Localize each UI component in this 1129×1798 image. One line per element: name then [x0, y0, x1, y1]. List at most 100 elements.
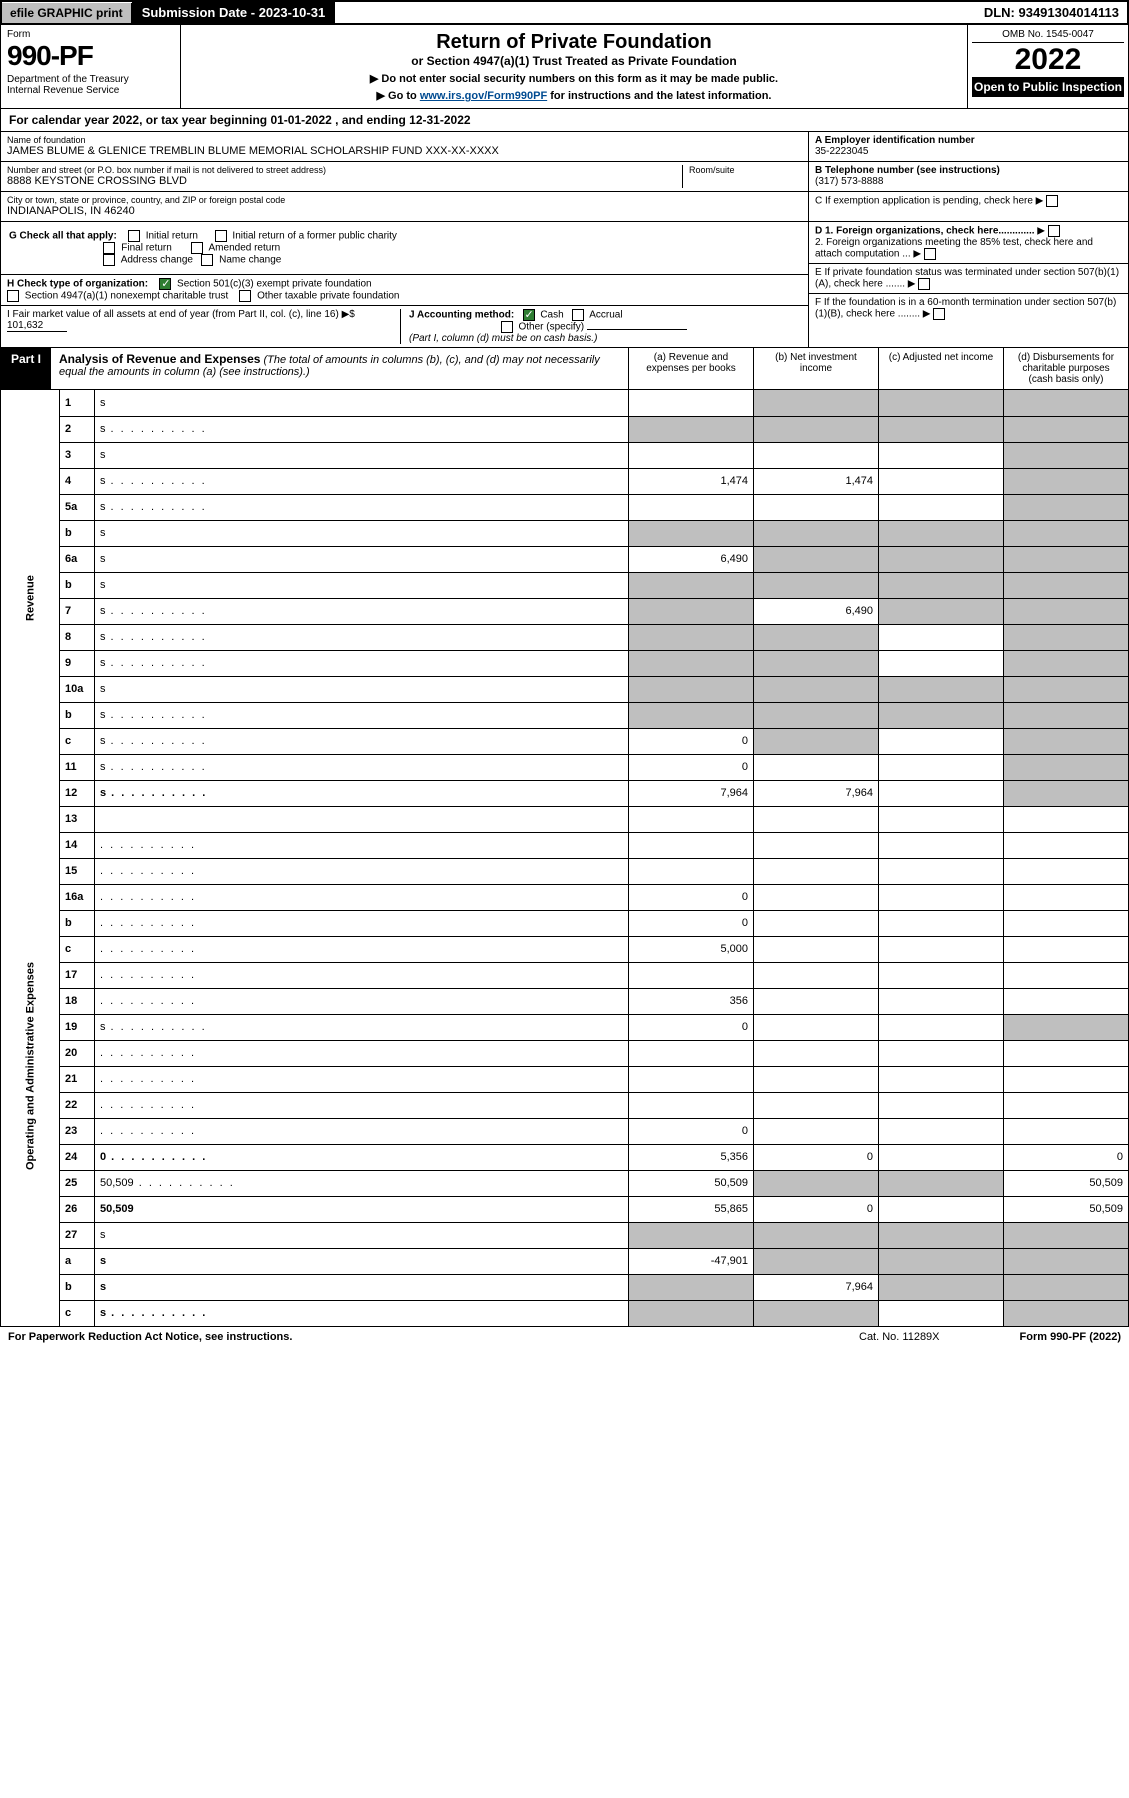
table-row: 10as — [1, 676, 1129, 702]
line-number: 6a — [60, 546, 95, 572]
efile-print-button[interactable]: efile GRAPHIC print — [2, 3, 132, 23]
amount-cell — [754, 988, 879, 1014]
amount-cell — [754, 754, 879, 780]
header-left: Form 990-PF Department of the Treasury I… — [1, 25, 181, 108]
amount-cell — [754, 442, 879, 468]
table-row: 3s — [1, 442, 1129, 468]
amount-cell — [1004, 1066, 1129, 1092]
c-label: C If exemption application is pending, c… — [815, 196, 1033, 207]
initial-former-checkbox[interactable] — [215, 230, 227, 242]
table-row: 19s0 — [1, 1014, 1129, 1040]
cash-checkbox[interactable] — [523, 309, 535, 321]
line-description: s — [95, 442, 629, 468]
dept-text: Department of the Treasury Internal Reve… — [7, 74, 174, 96]
amount-cell — [1004, 598, 1129, 624]
line-description: s — [95, 754, 629, 780]
amount-cell: -47,901 — [629, 1248, 754, 1274]
amount-cell — [629, 962, 754, 988]
address-change-checkbox[interactable] — [103, 254, 115, 266]
initial-checkbox[interactable] — [128, 230, 140, 242]
amount-cell — [879, 624, 1004, 650]
g-namechange: Name change — [219, 255, 281, 266]
ein-cell: A Employer identification number 35-2223… — [809, 132, 1128, 162]
line-description: s — [95, 728, 629, 754]
line-number: 17 — [60, 962, 95, 988]
irs-link[interactable]: www.irs.gov/Form990PF — [420, 90, 547, 102]
accrual-checkbox[interactable] — [572, 309, 584, 321]
other-tax-checkbox[interactable] — [239, 290, 251, 302]
c-checkbox[interactable] — [1046, 195, 1058, 207]
amount-cell — [879, 520, 1004, 546]
line-description: s — [95, 676, 629, 702]
j-accrual: Accrual — [589, 310, 622, 321]
line-description — [95, 988, 629, 1014]
line-number: b — [60, 702, 95, 728]
amount-cell — [879, 572, 1004, 598]
amount-cell: 7,964 — [629, 780, 754, 806]
line-description — [95, 1118, 629, 1144]
table-row: cs — [1, 1300, 1129, 1326]
other-spec-checkbox[interactable] — [501, 321, 513, 333]
amount-cell — [629, 676, 754, 702]
amended-checkbox[interactable] — [191, 242, 203, 254]
line-description: s — [95, 1014, 629, 1040]
line-number: 7 — [60, 598, 95, 624]
amount-cell: 6,490 — [629, 546, 754, 572]
line-description: s — [95, 494, 629, 520]
sec501-checkbox[interactable] — [159, 278, 171, 290]
room-label: Room/suite — [689, 165, 802, 175]
line-description: s — [95, 598, 629, 624]
line-description: s — [95, 390, 629, 416]
e-checkbox[interactable] — [918, 278, 930, 290]
amount-cell — [1004, 910, 1129, 936]
amount-cell — [1004, 1300, 1129, 1326]
name-change-checkbox[interactable] — [201, 254, 213, 266]
amount-cell — [879, 910, 1004, 936]
h-sec501: Section 501(c)(3) exempt private foundat… — [177, 279, 372, 290]
footer-right: Form 990-PF (2022) — [1020, 1331, 1121, 1343]
line-number: 2 — [60, 416, 95, 442]
amount-cell — [754, 572, 879, 598]
line-description — [95, 962, 629, 988]
amount-cell — [629, 1040, 754, 1066]
j-label: J Accounting method: — [409, 310, 514, 321]
line-number: 3 — [60, 442, 95, 468]
amount-cell — [1004, 650, 1129, 676]
amount-cell — [754, 1170, 879, 1196]
part1-table: Revenue1s2s3s4s1,4741,4745asbs6as6,490bs… — [0, 390, 1129, 1327]
line-description: 0 — [95, 1144, 629, 1170]
footer-mid: Cat. No. 11289X — [859, 1331, 940, 1343]
table-row: 2650,50955,865050,509 — [1, 1196, 1129, 1222]
amount-cell — [754, 650, 879, 676]
amount-cell: 55,865 — [629, 1196, 754, 1222]
phone-value: (317) 573-8888 — [815, 176, 1122, 187]
f-label: F If the foundation is in a 60-month ter… — [815, 297, 1116, 320]
line-number: 19 — [60, 1014, 95, 1040]
table-row: cs0 — [1, 728, 1129, 754]
phone-cell: B Telephone number (see instructions) (3… — [809, 162, 1128, 192]
amount-cell: 6,490 — [754, 598, 879, 624]
table-row: 16a0 — [1, 884, 1129, 910]
d2-checkbox[interactable] — [924, 248, 936, 260]
h-row: H Check type of organization: Section 50… — [1, 275, 808, 306]
amount-cell — [879, 1248, 1004, 1274]
table-row: 9s — [1, 650, 1129, 676]
ein-label: A Employer identification number — [815, 135, 1122, 146]
line-description — [95, 806, 629, 832]
amount-cell — [754, 806, 879, 832]
j-cash: Cash — [540, 310, 563, 321]
line-number: 11 — [60, 754, 95, 780]
amount-cell — [754, 1248, 879, 1274]
part1-tag: Part I — [1, 348, 51, 389]
amount-cell — [1004, 676, 1129, 702]
final-checkbox[interactable] — [103, 242, 115, 254]
g-address: Address change — [121, 255, 193, 266]
amount-cell — [879, 468, 1004, 494]
amount-cell — [879, 754, 1004, 780]
table-row: 21 — [1, 1066, 1129, 1092]
d1-checkbox[interactable] — [1048, 225, 1060, 237]
amount-cell — [629, 806, 754, 832]
sec4947-checkbox[interactable] — [7, 290, 19, 302]
table-row: bs — [1, 572, 1129, 598]
f-checkbox[interactable] — [933, 308, 945, 320]
